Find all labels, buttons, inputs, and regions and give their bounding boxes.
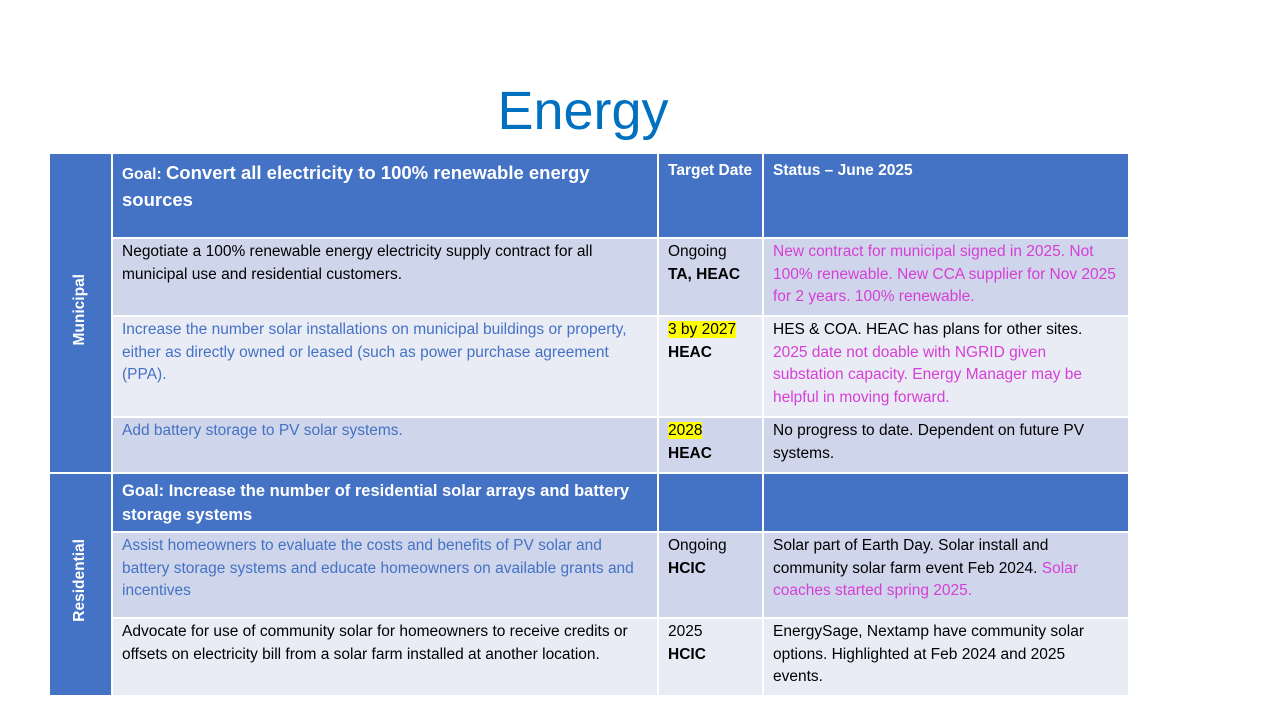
header-text: Target Date: [668, 162, 753, 179]
status-cell: HES & COA. HEAC has plans for other site…: [762, 315, 1130, 418]
target-text: 3 by 2027: [668, 321, 737, 338]
goal-item-row: Negotiate a 100% renewable energy electr…: [49, 237, 1130, 317]
status-text: 2025 date not doable with NGRID given su…: [773, 343, 1083, 406]
status-text: No progress to date. Dependent on future…: [773, 422, 1085, 462]
header-cell: Target Date: [657, 152, 764, 239]
goal-row: Residential Goal: Increase the number of …: [48, 472, 1130, 697]
section-label-text: Municipal: [71, 273, 89, 345]
header-cell: [657, 472, 764, 533]
owner-text: TA, HEAC: [668, 265, 741, 283]
status-cell: No progress to date. Dependent on future…: [762, 416, 1130, 474]
target-text: 2025: [668, 623, 703, 640]
target-cell: Ongoing HCIC: [657, 531, 764, 619]
target-cell: Ongoing TA, HEAC: [657, 237, 764, 317]
task-cell: Advocate for use of community solar for …: [111, 617, 659, 697]
target-text: Ongoing: [668, 243, 727, 260]
status-text: HES & COA. HEAC has plans for other site…: [773, 321, 1083, 338]
task-cell: Increase the number solar installations …: [111, 315, 659, 418]
task-text: Assist homeowners to evaluate the costs …: [122, 537, 634, 599]
target-text: Ongoing: [668, 537, 727, 554]
slide-title: Energy: [497, 81, 669, 141]
status-text: EnergySage, Nextamp have community solar…: [773, 623, 1085, 685]
section-label: Municipal: [48, 152, 113, 474]
target-text: 2028: [668, 422, 703, 439]
task-cell: Add battery storage to PV solar systems.: [111, 416, 659, 474]
status-cell: EnergySage, Nextamp have community solar…: [762, 617, 1130, 697]
goals-table: Municipal Goal: Convert all electricity t…: [48, 152, 1130, 697]
header-cell: [762, 472, 1130, 533]
goal-text: Goal: Increase the number of residential…: [122, 482, 630, 524]
header-cell: Status – June 2025: [762, 152, 1130, 239]
status-text: Solar part of Earth Day. Solar install a…: [773, 537, 1049, 577]
owner-text: HEAC: [668, 444, 712, 462]
status-cell: New contract for municipal signed in 202…: [762, 237, 1130, 317]
goal-item-row: Increase the number solar installations …: [49, 315, 1130, 418]
owner-text: HCIC: [668, 645, 706, 663]
goal-cell: Goal: Convert all electricity to 100% re…: [111, 152, 659, 239]
goal-item-row: Add battery storage to PV solar systems.…: [49, 416, 1130, 474]
goal-item-row: Advocate for use of community solar for …: [49, 617, 1130, 697]
section-label-text: Residential: [71, 539, 89, 623]
header-text: Status – June 2025: [773, 162, 913, 179]
task-text: Add battery storage to PV solar systems.: [122, 422, 403, 439]
goal-item-row: Assist homeowners to evaluate the costs …: [49, 531, 1130, 619]
task-text: Increase the number solar installations …: [122, 321, 627, 383]
goal-cell: Goal: Increase the number of residential…: [111, 472, 659, 533]
owner-text: HCIC: [668, 559, 706, 577]
task-text: Negotiate a 100% renewable energy electr…: [122, 243, 593, 283]
owner-text: HEAC: [668, 343, 712, 361]
goal-row: Municipal Goal: Convert all electricity t…: [48, 152, 1130, 474]
status-text: New contract for municipal signed in 202…: [773, 243, 1116, 305]
target-cell: 2025 HCIC: [657, 617, 764, 697]
target-cell: 3 by 2027 HEAC: [657, 315, 764, 418]
task-text: Advocate for use of community solar for …: [122, 623, 628, 663]
status-cell: Solar part of Earth Day. Solar install a…: [762, 531, 1130, 619]
goal-text: Convert all electricity to 100% renewabl…: [122, 162, 590, 210]
goal-prefix: Goal:: [122, 166, 162, 183]
target-cell: 2028 HEAC: [657, 416, 764, 474]
section-label: Residential: [48, 472, 113, 697]
status-text: Solar coaches started spring 2025.: [773, 559, 1078, 600]
task-cell: Negotiate a 100% renewable energy electr…: [111, 237, 659, 317]
task-cell: Assist homeowners to evaluate the costs …: [111, 531, 659, 619]
